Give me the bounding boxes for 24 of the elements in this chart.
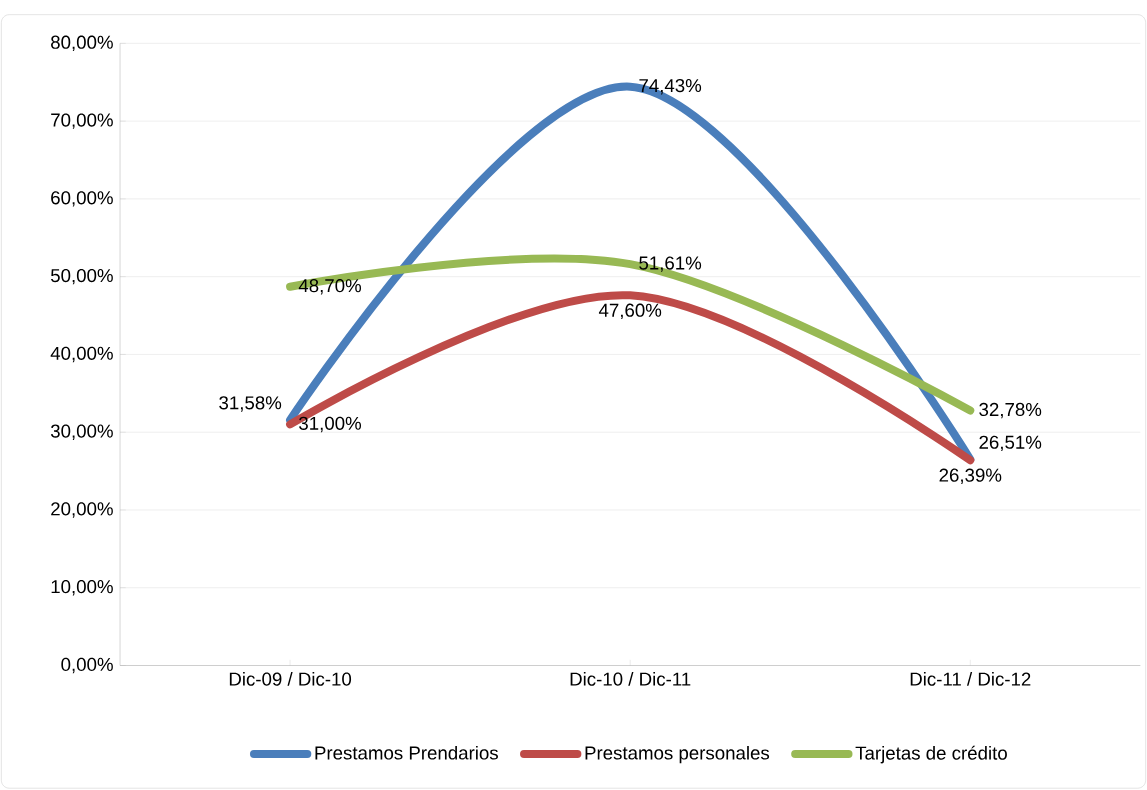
- data-label: 31,00%: [299, 416, 362, 433]
- data-label: 51,61%: [639, 256, 702, 273]
- y-tick-label: 0,00%: [61, 658, 113, 674]
- y-tick-label: 60,00%: [51, 191, 113, 207]
- data-label: 32,78%: [979, 403, 1042, 419]
- data-label: 26,51%: [979, 435, 1042, 452]
- data-label: 47,60%: [598, 303, 662, 320]
- y-tick-label: 10,00%: [51, 580, 113, 596]
- x-tick-label: Dic-11 / Dic-12: [910, 672, 1031, 686]
- y-tick-label: 70,00%: [51, 113, 113, 130]
- data-label: 48,70%: [298, 279, 362, 295]
- y-tick-label: 50,00%: [50, 269, 113, 285]
- data-label: 31,58%: [219, 396, 282, 412]
- data-label: 74,43%: [639, 79, 702, 95]
- legend-label: Prestamos personales: [585, 746, 770, 764]
- x-tick-label: Dic-10 / Dic-11: [570, 672, 691, 686]
- x-tick-label: Dic-09 / Dic-10: [229, 672, 352, 686]
- legend-label: Prestamos Prendarios: [315, 746, 498, 760]
- legend-label: Tarjetas de crédito: [855, 745, 1007, 764]
- y-tick-label: 80,00%: [51, 35, 113, 52]
- y-tick-label: 30,00%: [50, 424, 113, 441]
- y-tick-label: 20,00%: [51, 502, 113, 518]
- data-label: 26,39%: [939, 468, 1002, 485]
- y-tick-label: 40,00%: [50, 346, 113, 363]
